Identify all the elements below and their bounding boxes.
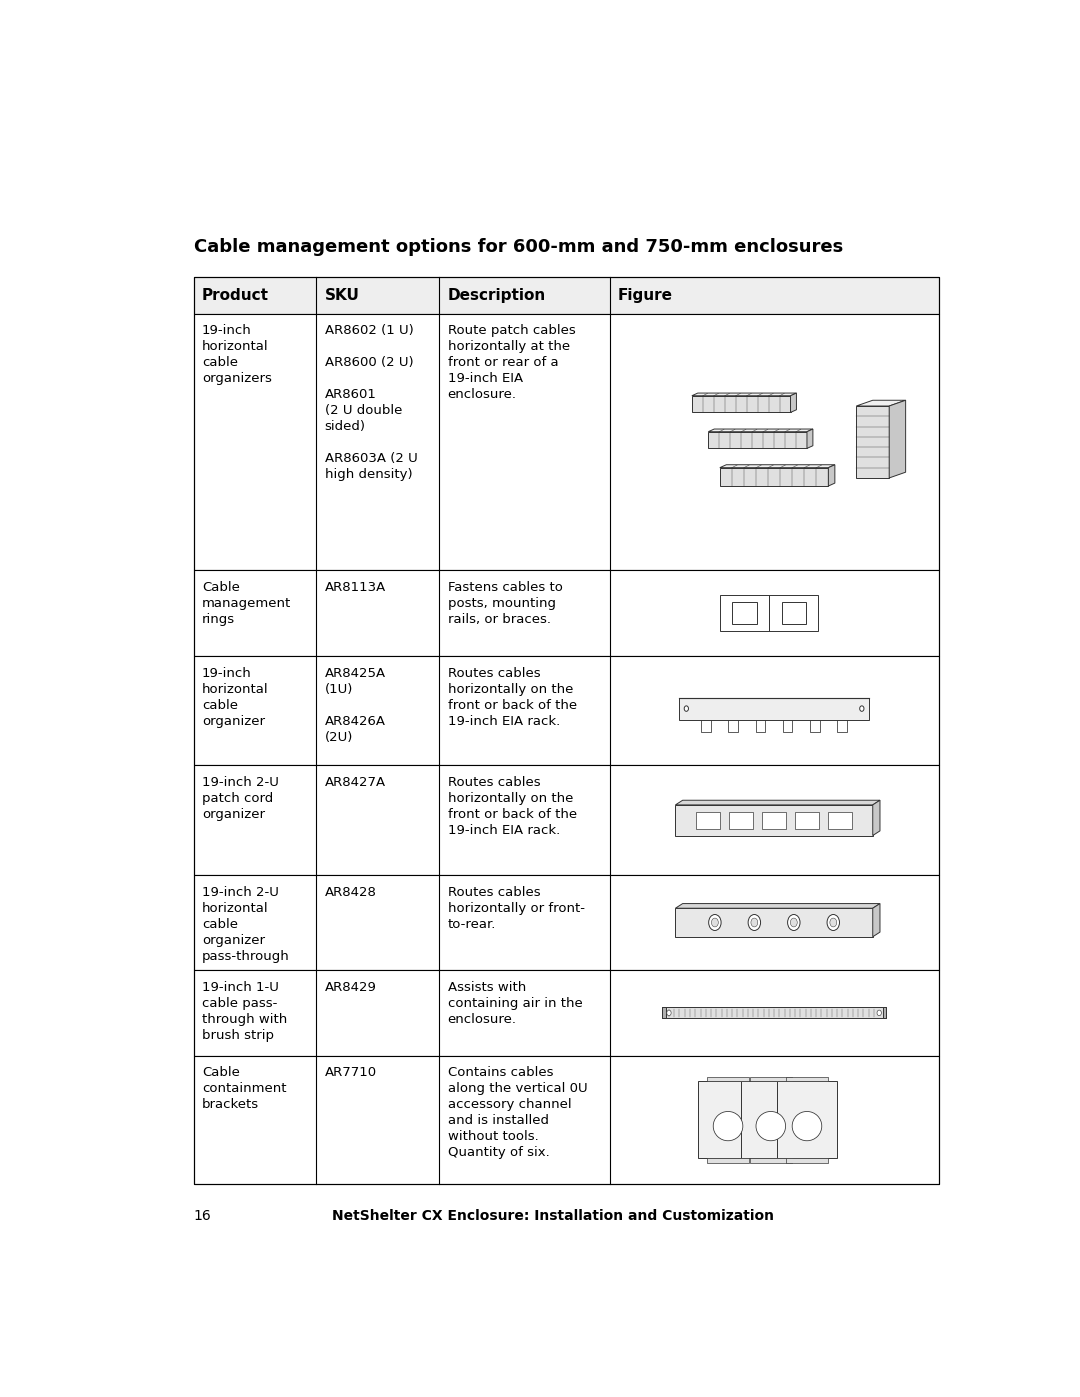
Ellipse shape: [756, 1112, 785, 1141]
Text: 19-inch
horizontal
cable
organizer: 19-inch horizontal cable organizer: [202, 666, 269, 728]
Text: AR8428: AR8428: [325, 886, 377, 898]
Bar: [193, 278, 939, 1185]
Bar: [719, 595, 769, 631]
Polygon shape: [791, 393, 796, 412]
Circle shape: [829, 918, 837, 926]
Polygon shape: [708, 429, 813, 432]
Bar: [751, 1158, 792, 1164]
Circle shape: [712, 918, 718, 926]
Polygon shape: [873, 800, 880, 835]
Text: Figure: Figure: [618, 288, 673, 303]
Bar: [707, 1158, 748, 1164]
Bar: [729, 812, 753, 828]
Circle shape: [860, 705, 864, 711]
Polygon shape: [675, 908, 873, 937]
Text: AR8427A: AR8427A: [325, 777, 386, 789]
Text: Routes cables
horizontally on the
front or back of the
19-inch EIA rack.: Routes cables horizontally on the front …: [447, 777, 577, 837]
Polygon shape: [873, 904, 880, 937]
Text: NetShelter CX Enclosure: Installation and Customization: NetShelter CX Enclosure: Installation an…: [333, 1210, 774, 1224]
Polygon shape: [692, 395, 791, 412]
Bar: [193, 570, 939, 657]
Polygon shape: [828, 465, 835, 486]
Bar: [741, 1081, 800, 1158]
Bar: [697, 812, 720, 828]
Circle shape: [787, 915, 800, 930]
Text: AR8425A
(1U)

AR8426A
(2U): AR8425A (1U) AR8426A (2U): [325, 666, 386, 743]
Bar: [828, 812, 852, 828]
Text: Cable
management
rings: Cable management rings: [202, 581, 292, 626]
Bar: [193, 313, 939, 570]
Text: 19-inch
horizontal
cable
organizers: 19-inch horizontal cable organizers: [202, 324, 272, 386]
Text: Contains cables
along the vertical 0U
accessory channel
and is installed
without: Contains cables along the vertical 0U ac…: [447, 1066, 588, 1160]
Text: 19-inch 1-U
cable pass-
through with
brush strip: 19-inch 1-U cable pass- through with bru…: [202, 981, 287, 1042]
Text: AR8602 (1 U)

AR8600 (2 U)

AR8601
(2 U double
sided)

AR8603A (2 U
high density: AR8602 (1 U) AR8600 (2 U) AR8601 (2 U do…: [325, 324, 418, 482]
Text: Route patch cables
horizontally at the
front or rear of a
19-inch EIA
enclosure.: Route patch cables horizontally at the f…: [447, 324, 576, 401]
Text: Routes cables
horizontally on the
front or back of the
19-inch EIA rack.: Routes cables horizontally on the front …: [447, 666, 577, 728]
Text: SKU: SKU: [325, 288, 360, 303]
Text: Description: Description: [447, 288, 545, 303]
Polygon shape: [675, 904, 880, 908]
Bar: [795, 812, 819, 828]
Bar: [882, 1007, 886, 1018]
Bar: [678, 697, 869, 719]
Circle shape: [877, 1010, 881, 1016]
Bar: [662, 1007, 665, 1018]
Ellipse shape: [713, 1112, 743, 1141]
Text: 19-inch 2-U
patch cord
organizer: 19-inch 2-U patch cord organizer: [202, 777, 279, 821]
Circle shape: [685, 705, 688, 711]
Ellipse shape: [792, 1112, 822, 1141]
Text: AR8113A: AR8113A: [325, 581, 386, 594]
Circle shape: [827, 915, 839, 930]
Circle shape: [748, 915, 760, 930]
Polygon shape: [675, 805, 873, 835]
Text: Assists with
containing air in the
enclosure.: Assists with containing air in the enclo…: [447, 981, 582, 1025]
Bar: [732, 602, 757, 624]
Bar: [778, 1081, 837, 1158]
Bar: [193, 970, 939, 1056]
Polygon shape: [708, 432, 807, 448]
Text: Product: Product: [202, 288, 269, 303]
Text: Cable
containment
brackets: Cable containment brackets: [202, 1066, 286, 1112]
Bar: [751, 1077, 792, 1081]
Bar: [782, 602, 806, 624]
Bar: [662, 1007, 886, 1018]
Circle shape: [791, 918, 797, 926]
Text: Cable management options for 600-mm and 750-mm enclosures: Cable management options for 600-mm and …: [193, 237, 842, 256]
Bar: [762, 812, 786, 828]
Text: 19-inch 2-U
horizontal
cable
organizer
pass-through: 19-inch 2-U horizontal cable organizer p…: [202, 886, 289, 963]
Bar: [707, 1077, 748, 1081]
Bar: [193, 766, 939, 875]
Circle shape: [708, 915, 721, 930]
Polygon shape: [856, 401, 906, 407]
Circle shape: [751, 918, 758, 926]
Bar: [193, 1056, 939, 1185]
Text: AR8429: AR8429: [325, 981, 377, 993]
Bar: [193, 278, 939, 313]
Polygon shape: [719, 468, 828, 486]
Bar: [193, 657, 939, 766]
Polygon shape: [692, 393, 796, 395]
Text: 16: 16: [193, 1210, 212, 1224]
Text: AR7710: AR7710: [325, 1066, 377, 1080]
Circle shape: [666, 1010, 671, 1016]
Bar: [699, 1081, 758, 1158]
Polygon shape: [675, 800, 880, 805]
Polygon shape: [807, 429, 813, 448]
Bar: [193, 875, 939, 970]
Bar: [769, 595, 819, 631]
Polygon shape: [719, 465, 835, 468]
Bar: [786, 1158, 827, 1164]
Text: Fastens cables to
posts, mounting
rails, or braces.: Fastens cables to posts, mounting rails,…: [447, 581, 563, 626]
Bar: [786, 1077, 827, 1081]
Polygon shape: [856, 407, 889, 478]
Polygon shape: [889, 401, 906, 478]
Text: Routes cables
horizontally or front-
to-rear.: Routes cables horizontally or front- to-…: [447, 886, 584, 930]
